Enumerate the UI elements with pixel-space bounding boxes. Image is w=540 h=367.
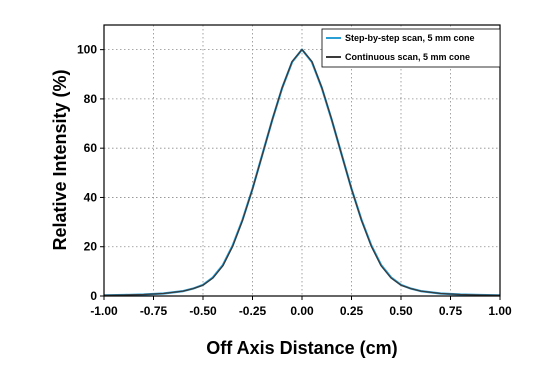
y-tick-label: 60 [84,141,98,155]
legend-label-continuous: Continuous scan, 5 mm cone [345,52,470,62]
y-tick-label: 20 [84,240,98,254]
y-tick-label: 0 [90,289,97,303]
x-tick-label: 0.00 [290,304,314,318]
legend-box [321,28,501,68]
x-tick-label: -1.00 [90,304,118,318]
x-tick-label: -0.25 [239,304,267,318]
y-axis-label: Relative Intensity (%) [50,69,70,250]
x-tick-label: -0.75 [140,304,168,318]
grid-lines [104,25,500,296]
y-tick-label: 80 [84,92,98,106]
series-lines [103,48,501,297]
y-tick-label: 100 [77,43,97,57]
legend: Step-by-step scan, 5 mm cone Continuous … [321,28,501,68]
y-tick-label: 40 [84,190,98,204]
axis-ticks [100,49,501,300]
x-tick-label: 0.50 [389,304,413,318]
x-tick-label: 0.25 [340,304,364,318]
x-tick-label: 0.75 [439,304,463,318]
y-tick-labels: 0 20 40 60 80 100 [77,43,97,303]
legend-label-step-by-step: Step-by-step scan, 5 mm cone [345,33,475,43]
x-tick-labels: -1.00 -0.75 -0.50 -0.25 0.00 0.25 0.50 0.75 1.00 [90,304,512,318]
series-line-continuous [103,48,501,296]
x-axis-label: Off Axis Distance (cm) [206,338,397,358]
x-tick-label: 1.00 [488,304,512,318]
x-tick-label: -0.50 [189,304,217,318]
